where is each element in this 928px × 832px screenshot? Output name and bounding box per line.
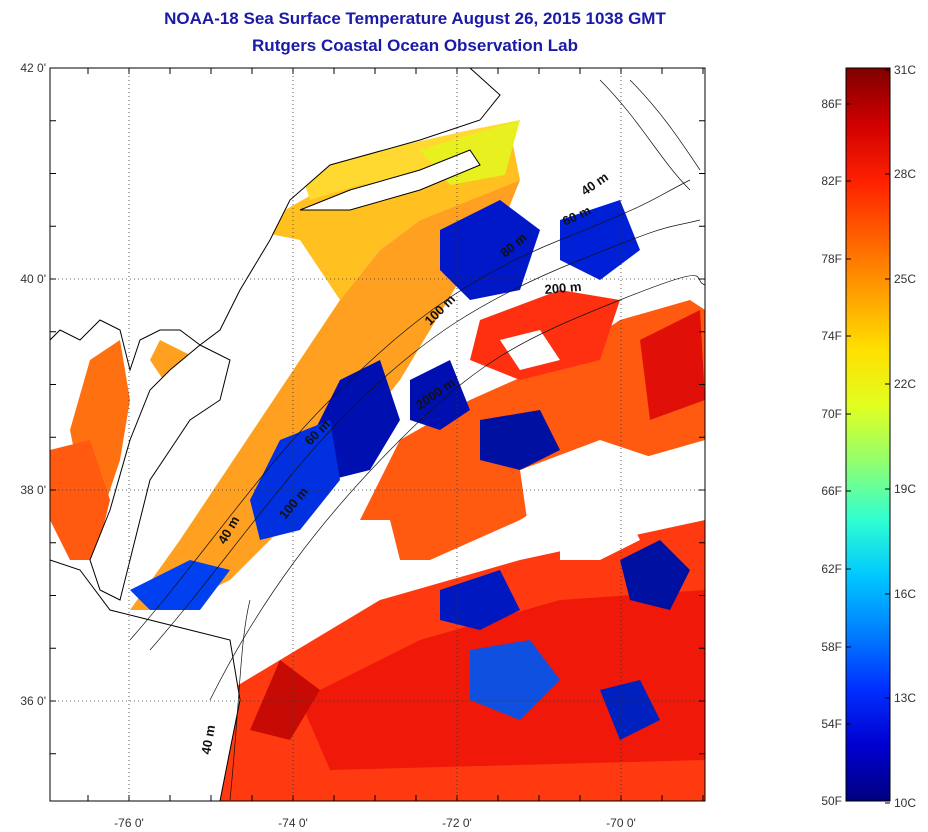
fahrenheit-label: 66F (821, 484, 842, 498)
lat-lon-grid (50, 67, 705, 801)
lat-label: 42 0' (20, 61, 46, 75)
bathymetry-contours (129, 79, 705, 801)
lon-label: -72 0' (442, 816, 472, 830)
depth-label: 40 m (198, 724, 218, 756)
map-title: NOAA-18 Sea Surface Temperature August 2… (164, 9, 666, 28)
fahrenheit-label: 54F (821, 717, 842, 731)
latitude-axis: 42 0' 40 0' 38 0' 36 0' (20, 61, 46, 708)
lon-label: -76 0' (114, 816, 144, 830)
fahrenheit-label: 82F (821, 174, 842, 188)
fahrenheit-label: 78F (821, 252, 842, 266)
celsius-label: 28C (894, 167, 916, 181)
lat-label: 38 0' (20, 483, 46, 497)
lon-label: -70 0' (606, 816, 636, 830)
lon-label: -74 0' (278, 816, 308, 830)
longitude-axis: -76 0' -74 0' -72 0' -70 0' (114, 816, 636, 830)
fahrenheit-label: 58F (821, 640, 842, 654)
fahrenheit-scale: 86F 82F 78F 74F 70F 66F 62F 58F 54F 50F (821, 97, 851, 808)
coastline (50, 68, 501, 801)
celsius-scale: 31C 28C 25C 22C 19C 16C 13C 10C (885, 63, 916, 810)
map-subtitle: Rutgers Coastal Ocean Observation Lab (252, 36, 578, 55)
colorbar-scale (845, 67, 891, 802)
fahrenheit-label: 74F (821, 329, 842, 343)
celsius-label: 19C (894, 482, 916, 496)
celsius-label: 25C (894, 272, 916, 286)
fahrenheit-label: 62F (821, 562, 842, 576)
depth-label: 200 m (544, 279, 582, 297)
celsius-label: 31C (894, 63, 916, 77)
lat-label: 36 0' (20, 694, 46, 708)
celsius-label: 10C (894, 796, 916, 810)
fahrenheit-label: 50F (821, 794, 842, 808)
celsius-label: 13C (894, 691, 916, 705)
fahrenheit-label: 70F (821, 407, 842, 421)
lat-label: 40 0' (20, 272, 46, 286)
map-frame (49, 67, 706, 802)
celsius-label: 16C (894, 587, 916, 601)
celsius-label: 22C (894, 377, 916, 391)
fahrenheit-label: 86F (821, 97, 842, 111)
